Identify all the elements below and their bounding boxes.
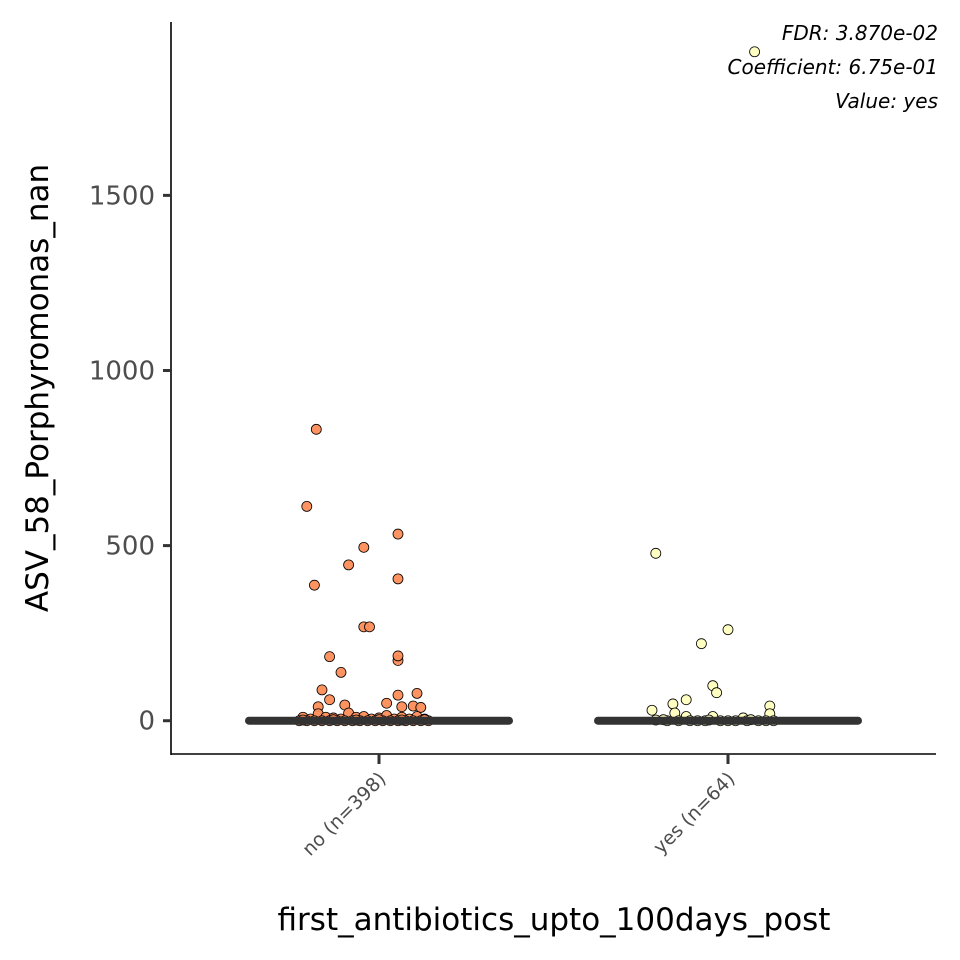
data-point — [392, 528, 404, 540]
y-tick-label: 1500 — [89, 181, 155, 211]
data-point — [301, 500, 313, 512]
data-point — [667, 698, 679, 710]
data-point — [396, 701, 408, 713]
data-point — [711, 687, 722, 699]
y-tick-label: 0 — [138, 707, 155, 737]
data-point — [415, 702, 427, 713]
annotation-fdr: FDR: 3.870e-02 — [782, 21, 938, 45]
data-point — [696, 638, 707, 650]
annotation-value: Value: yes — [835, 89, 938, 113]
x-axis-title: first_antibiotics_upto_100days_post — [278, 902, 831, 938]
x-axis-ticks: no (n=398) yes (n=64) — [298, 754, 740, 860]
data-point — [381, 697, 393, 709]
data-point — [411, 688, 423, 699]
data-point — [324, 651, 336, 663]
data-point — [646, 704, 658, 716]
data-point — [310, 423, 322, 435]
data-point — [392, 573, 404, 585]
plot-marks — [245, 46, 862, 727]
y-axis-title: ASV_58_Porphyromonas_nan — [20, 164, 56, 612]
y-tick-label: 1000 — [89, 356, 155, 386]
data-point — [650, 547, 662, 559]
y-tick-label: 500 — [105, 532, 155, 562]
data-point — [308, 579, 320, 591]
data-point — [364, 621, 375, 633]
data-point — [722, 624, 734, 636]
data-point — [392, 650, 404, 662]
data-point — [392, 689, 404, 701]
y-axis-ticks: 0 500 1000 1500 — [89, 181, 171, 737]
annotation-coefficient: Coefficient: 6.75e-01 — [728, 55, 938, 79]
data-point — [343, 559, 355, 571]
data-point — [335, 666, 347, 678]
data-point — [324, 694, 336, 706]
data-point — [749, 46, 760, 58]
x-tick-label: no (n=398) — [298, 768, 390, 860]
data-point — [680, 694, 692, 706]
data-point — [316, 684, 328, 696]
data-point — [358, 541, 370, 553]
x-tick-label: yes (n=64) — [649, 768, 739, 858]
